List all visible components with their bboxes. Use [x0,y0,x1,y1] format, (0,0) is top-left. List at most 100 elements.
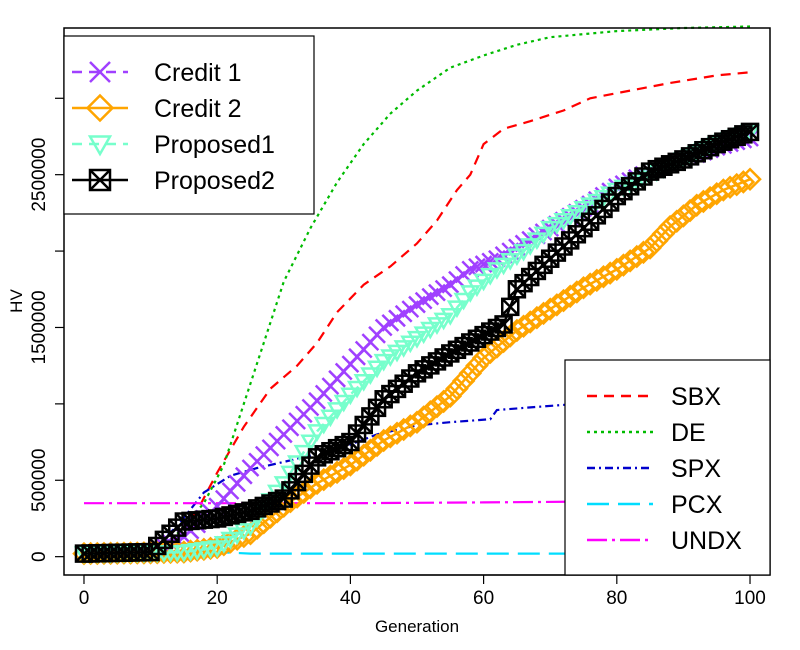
series-layer [72,25,762,566]
data-point-credit-2 [531,301,556,326]
series-de [83,25,751,554]
data-point-proposed2 [500,297,520,317]
data-point-credit-2 [398,414,423,438]
legend-label-proposed2: Proposed2 [154,167,275,195]
legend-label-credit-2: Credit 2 [154,95,242,123]
data-point-proposed2 [740,122,760,142]
series-sbx [83,71,751,554]
data-point-credit-2 [365,433,389,458]
series-line-de [83,25,751,554]
data-point-credit-2 [445,376,469,401]
data-point-credit-2 [625,244,649,269]
data-point-credit-2 [638,236,662,260]
legend-label-sbx: SBX [671,383,721,411]
legend-bottom-right: SBX DE SPX PCX UNDX [564,359,771,576]
data-point-proposed2 [494,315,513,334]
data-point-proposed1 [306,424,328,442]
x-tick-label: 40 [340,588,361,609]
data-point-credit-2 [431,389,456,414]
data-point-proposed1 [313,416,334,435]
series-undx [84,500,577,505]
series-proposed2 [74,122,760,563]
x-tick-label: 100 [734,588,766,609]
x-tick-label: 20 [207,588,228,609]
data-point-credit-2 [471,346,496,370]
y-tick-label: 2500000 [29,138,50,212]
data-point-credit-2 [351,443,376,467]
data-point-proposed1 [480,267,501,286]
legend-marker-credit-1 [89,61,111,83]
data-point-proposed1 [460,285,481,303]
x-tick-label: 80 [606,588,627,609]
data-point-credit-2 [631,240,656,265]
data-point-credit-2 [465,353,489,378]
data-point-proposed1 [346,380,368,399]
data-point-proposed1 [293,444,314,463]
data-point-credit-2 [451,369,476,393]
data-point-credit-2 [664,209,689,234]
data-point-proposed1 [360,367,381,386]
data-point-credit-2 [658,214,682,239]
y-axis-title: HV [7,289,26,313]
data-point-credit-2 [545,293,569,317]
data-point-proposed1 [320,409,341,428]
legend-label-de: DE [671,419,706,447]
data-point-proposed1 [520,238,541,256]
data-point-proposed1 [333,394,354,413]
data-point-credit-2 [645,229,669,253]
data-point-proposed1 [366,360,388,379]
data-point-proposed1 [326,402,348,420]
data-point-proposed1 [446,300,468,319]
data-point-credit-2 [458,361,483,386]
data-point-proposed1 [473,273,494,292]
legend-marker-proposed1 [87,135,113,157]
data-point-proposed1 [533,226,554,245]
series-line-spx [83,402,577,554]
data-point-proposed1 [513,243,534,262]
x-tick-label: 60 [473,588,494,609]
series-spx [83,402,577,554]
data-point-credit-2 [551,288,576,313]
series-line-sbx [83,71,751,554]
data-point-credit-2 [478,340,503,365]
data-point-credit-2 [425,394,449,419]
data-point-proposed1 [273,476,294,494]
data-point-proposed1 [286,455,308,474]
data-point-credit-2 [338,453,363,477]
legend-marker-proposed2 [88,168,112,192]
data-point-proposed1 [340,387,361,406]
data-point-credit-2 [618,249,642,273]
data-point-proposed1 [353,374,374,392]
data-point-proposed2 [620,177,640,196]
data-point-credit-2 [525,305,549,330]
legend-label-pcx: PCX [671,491,723,519]
data-point-credit-2 [345,448,369,472]
x-axis-title: Generation [375,617,459,636]
data-point-credit-2 [511,314,536,339]
data-point-credit-2 [605,257,629,282]
series-line-undx [84,500,577,505]
data-point-credit-2 [272,494,296,519]
data-point-credit-2 [738,167,762,192]
data-point-credit-2 [731,170,756,194]
y-tick-label: 0 [29,551,50,562]
data-point-credit-2 [671,204,696,228]
legend-marker-credit-2 [85,93,115,123]
data-point-credit-2 [358,438,383,463]
data-point-credit-2 [558,284,582,309]
data-point-proposed1 [300,434,321,453]
y-tick-label: 1500000 [29,290,50,364]
x-tick-label: 0 [79,588,90,609]
data-point-proposed1 [440,308,461,326]
data-point-proposed1 [526,232,548,251]
legend-label-credit-1: Credit 1 [154,59,242,87]
data-point-credit-2 [285,485,309,509]
data-point-credit-2 [505,318,529,343]
data-point-credit-2 [405,410,429,434]
legend-label-spx: SPX [671,455,721,483]
legend-label-undx: UNDX [671,527,742,555]
data-point-credit-2 [651,221,676,246]
data-point-credit-2 [538,297,562,321]
